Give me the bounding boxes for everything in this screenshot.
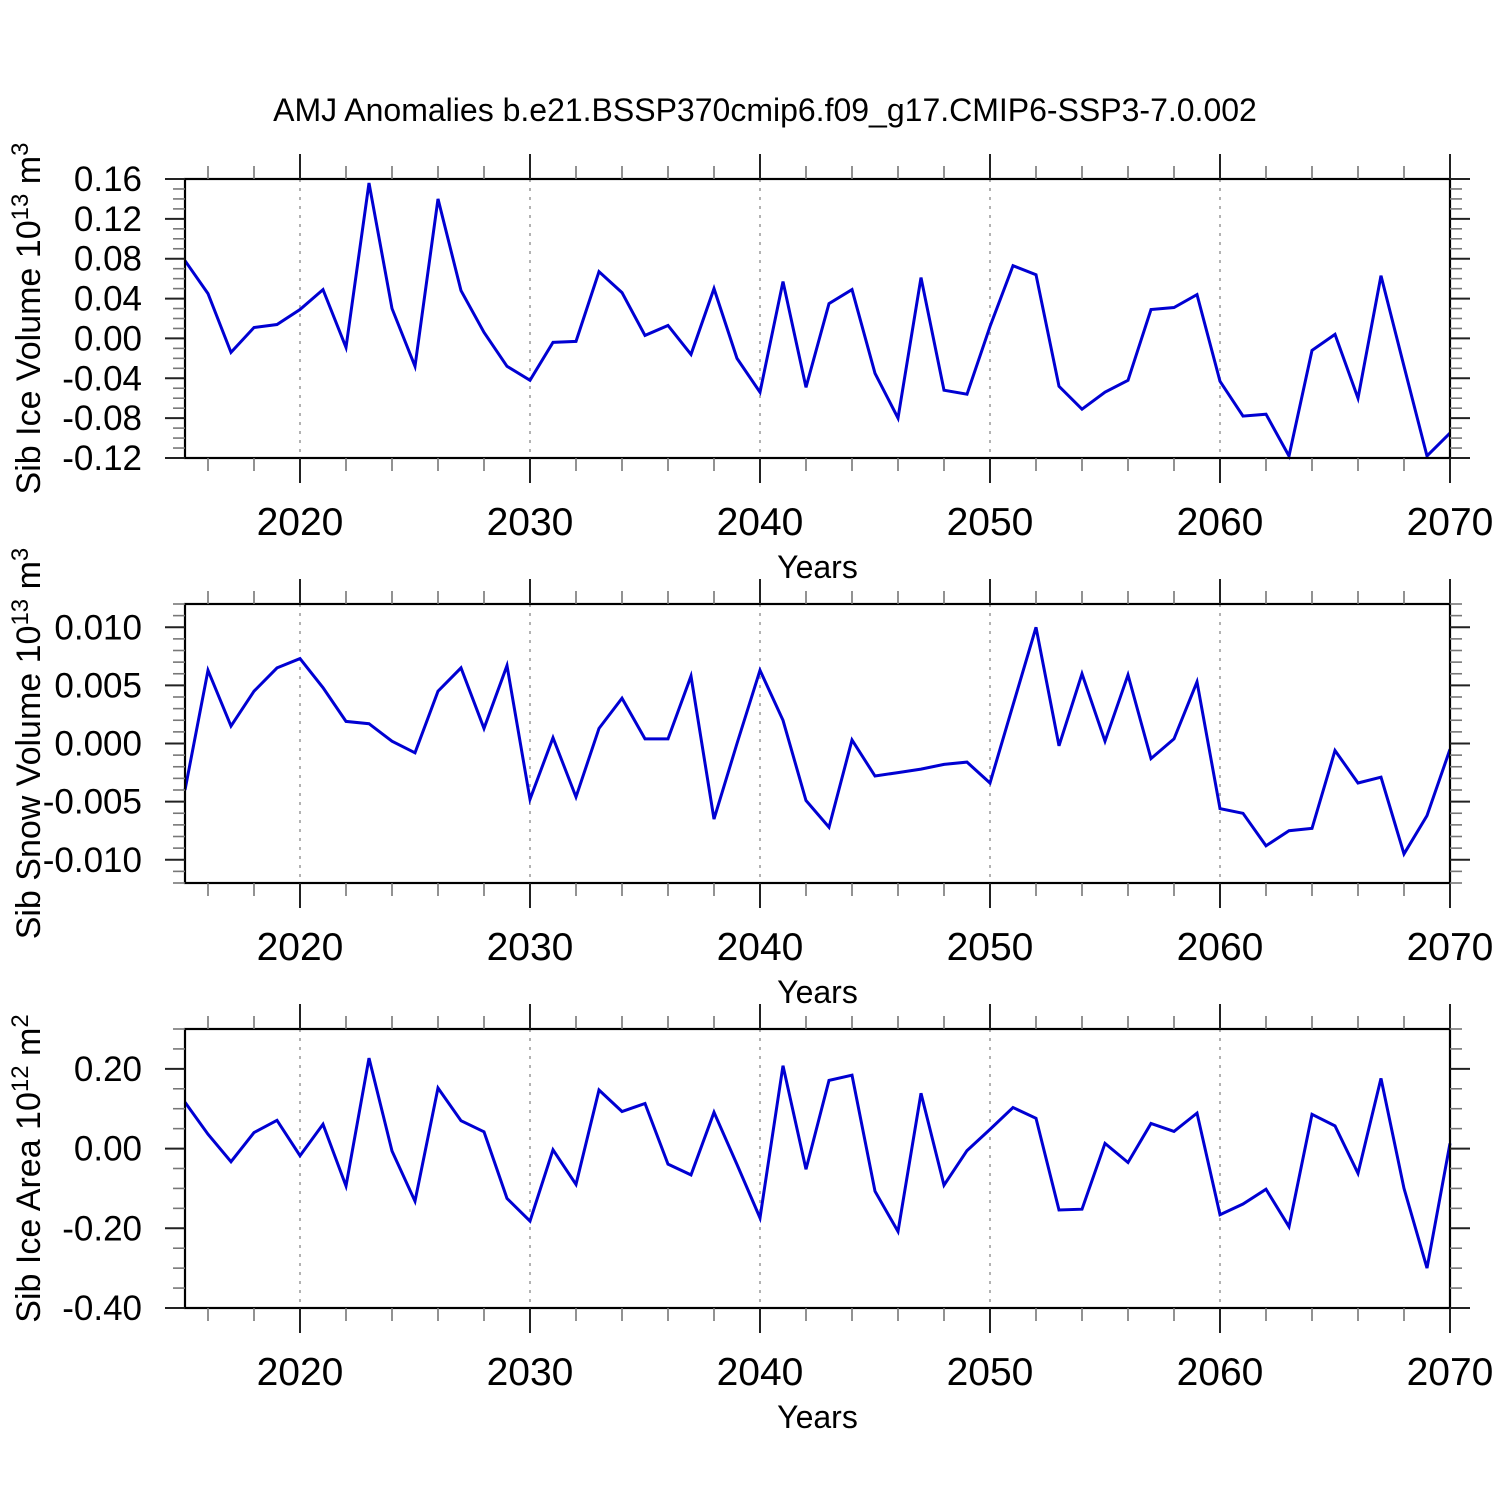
- y-tick-label-0.12: 0.12: [74, 200, 142, 239]
- plot-frame: [183, 602, 1452, 885]
- x-axis-title: Years: [777, 1399, 858, 1435]
- y-tick-label-0.20: 0.20: [74, 1050, 142, 1089]
- x-tick-label-2050: 2050: [947, 1351, 1034, 1394]
- x-tick-label-2070: 2070: [1407, 926, 1494, 969]
- chart-1-sib-ice-volume-anomaly: 2020 2030 2040 2050 2060 2070 0.160.120.080.04…: [7, 143, 1493, 585]
- y-tick-label-0.16: 0.16: [74, 160, 142, 199]
- y-tick-label-0.04: 0.04: [74, 280, 142, 319]
- series-line: [183, 1057, 1452, 1269]
- x-tick-label-2040: 2040: [717, 926, 804, 969]
- y-axis-title: Sib Ice Volume 1013 m3: [7, 143, 48, 495]
- y-tick-label-0.010: 0.010: [54, 608, 142, 647]
- y-tick-label--0.005: -0.005: [43, 783, 142, 822]
- x-tick-label-2030: 2030: [487, 1351, 574, 1394]
- y-tick-label-0.08: 0.08: [74, 240, 142, 279]
- x-tick-label-2060: 2060: [1177, 1351, 1264, 1394]
- y-tick-label--0.08: -0.08: [62, 399, 142, 438]
- x-tick-label-2050: 2050: [947, 501, 1034, 544]
- y-tick-label-0.00: 0.00: [74, 1130, 142, 1169]
- chart-3-sib-ice-area-anomaly: 2020 2030 2040 2050 2060 2070 0.20 0.00 -0.20 -0.…: [7, 1004, 1493, 1435]
- x-tick-label-2070: 2070: [1407, 501, 1494, 544]
- x-tick-label-2040: 2040: [717, 1351, 804, 1394]
- series-line: [183, 182, 1452, 461]
- chart-2-sib-snow-volume-anomaly: 2020 2030 2040 2050 2060 2070 0.010 0.005 0.000 -…: [7, 548, 1493, 1010]
- x-axis-title: Years: [777, 549, 858, 585]
- y-tick-label--0.04: -0.04: [62, 359, 142, 398]
- y-tick-label--0.010: -0.010: [43, 841, 142, 880]
- series-line: [183, 626, 1452, 858]
- y-tick-label-0.00: 0.00: [74, 319, 142, 358]
- figure-title: AMJ Anomalies b.e21.BSSP370cmip6.f09_g17…: [273, 92, 1257, 128]
- x-tick-label-2030: 2030: [487, 501, 574, 544]
- x-tick-label-2070: 2070: [1407, 1351, 1494, 1394]
- y-tick-label--0.20: -0.20: [62, 1209, 142, 1248]
- y-axis-title: Sib Snow Volume 1013 m3: [7, 548, 48, 940]
- x-tick-label-2050: 2050: [947, 926, 1034, 969]
- y-tick-label-0.000: 0.000: [54, 725, 142, 764]
- x-axis-title: Years: [777, 974, 858, 1010]
- x-tick-label-2020: 2020: [257, 501, 344, 544]
- x-tick-label-2020: 2020: [257, 926, 344, 969]
- x-tick-label-2030: 2030: [487, 926, 574, 969]
- plot-frame: [183, 1027, 1452, 1310]
- x-tick-label-2040: 2040: [717, 501, 804, 544]
- x-tick-label-2060: 2060: [1177, 501, 1264, 544]
- x-tick-label-2020: 2020: [257, 1351, 344, 1394]
- y-tick-label-0.005: 0.005: [54, 666, 142, 705]
- y-tick-label--0.12: -0.12: [62, 439, 142, 478]
- y-tick-label--0.40: -0.40: [62, 1289, 142, 1328]
- x-tick-label-2060: 2060: [1177, 926, 1264, 969]
- y-axis-title: Sib Ice Area 1012 m2: [7, 1014, 48, 1322]
